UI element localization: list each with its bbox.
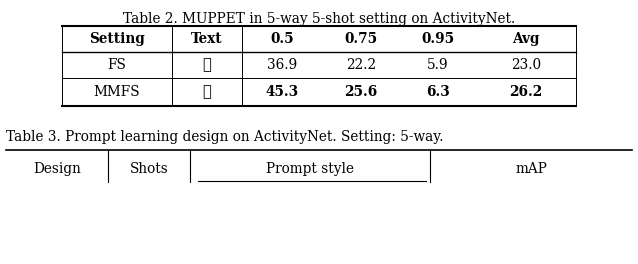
Text: mAP: mAP [515,162,547,176]
Text: Avg: Avg [512,32,540,46]
Text: Prompt style: Prompt style [266,162,354,176]
Text: 22.2: 22.2 [346,58,376,72]
Text: Table 3. Prompt learning design on ActivityNet. Setting: 5-way.: Table 3. Prompt learning design on Activ… [6,130,443,144]
Text: ✗: ✗ [203,58,211,72]
Text: 45.3: 45.3 [265,85,299,99]
Text: 6.3: 6.3 [426,85,450,99]
Text: FS: FS [108,58,126,72]
Text: Text: Text [191,32,223,46]
Text: 23.0: 23.0 [511,58,541,72]
Text: 0.5: 0.5 [270,32,294,46]
Text: 36.9: 36.9 [267,58,297,72]
Text: 0.75: 0.75 [345,32,378,46]
Text: 0.95: 0.95 [422,32,454,46]
Text: Shots: Shots [130,162,168,176]
Text: 26.2: 26.2 [509,85,543,99]
Text: 25.6: 25.6 [345,85,378,99]
Text: Table 2. MUPPET in 5-way 5-shot setting on ActivityNet.: Table 2. MUPPET in 5-way 5-shot setting … [123,12,515,26]
Text: MMFS: MMFS [94,85,140,99]
Text: Design: Design [33,162,81,176]
Text: ✓: ✓ [203,85,211,99]
Text: 5.9: 5.9 [427,58,449,72]
Text: Setting: Setting [89,32,145,46]
